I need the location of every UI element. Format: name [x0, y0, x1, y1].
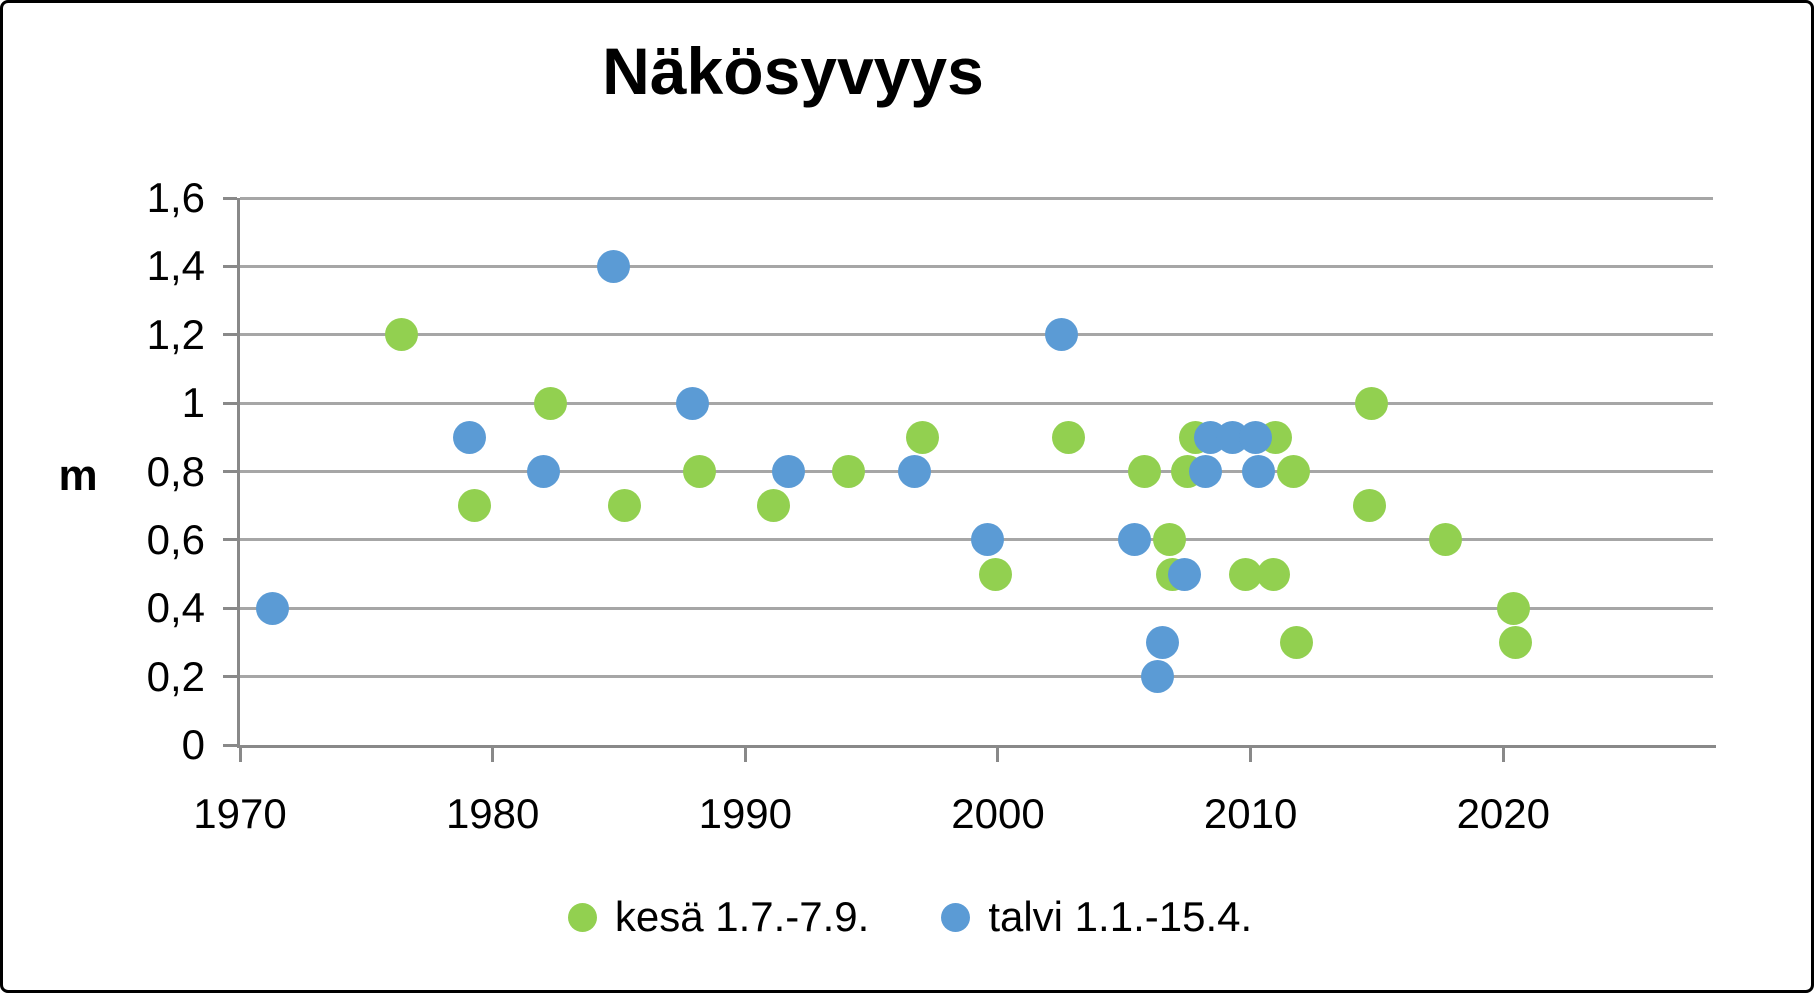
data-point [1188, 455, 1222, 488]
gridline [240, 675, 1713, 679]
y-tick-label: 0,6 [146, 515, 205, 563]
data-point [832, 455, 866, 488]
x-tick [1249, 748, 1253, 762]
data-point [978, 557, 1012, 591]
legend-marker-icon [941, 902, 971, 932]
x-tick-label: 1970 [193, 790, 287, 837]
data-point [1279, 625, 1313, 659]
chart-title: Näkösyvyys [602, 34, 984, 108]
x-axis-line [237, 745, 1716, 748]
x-tick-label: 1990 [698, 790, 793, 837]
y-tick-label: 1,6 [146, 174, 205, 221]
y-tick [223, 470, 237, 473]
data-point [675, 386, 709, 420]
data-point [385, 318, 419, 352]
x-tick-label: 2020 [1456, 790, 1550, 837]
data-point [1256, 557, 1290, 591]
y-tick-label: 0,8 [146, 447, 205, 495]
data-point [1499, 625, 1533, 659]
y-tick-label: 0,2 [146, 652, 205, 700]
y-tick [223, 401, 237, 405]
y-tick [223, 538, 237, 542]
data-point [1140, 660, 1174, 694]
plot-area: 0 0,2 0,4 0,6 0,8 1 1,2 1,4 1,6 1970 1980 1990 2000 2… [147, 174, 1716, 837]
y-axis-line [237, 198, 240, 748]
x-tick-label: 2010 [1203, 790, 1298, 837]
data-point [1355, 386, 1389, 420]
data-point [1277, 455, 1311, 488]
data-point [756, 489, 790, 523]
data-point [458, 489, 492, 523]
data-point [771, 455, 805, 488]
x-tick-label: 1980 [445, 790, 540, 837]
x-tick [996, 748, 1000, 762]
y-tick-label: 0 [181, 721, 205, 768]
y-axis-label: m [58, 451, 98, 500]
data-point [1117, 523, 1151, 557]
y-tick [223, 675, 237, 679]
data-point [256, 591, 290, 625]
legend: kesä 1.7.-7.9. talvi 1.1.-15.4. [3, 893, 1811, 941]
data-point [1229, 557, 1263, 591]
x-tick-label: 2000 [951, 790, 1045, 837]
data-point [1241, 455, 1275, 488]
x-tick [743, 748, 747, 762]
y-tick [223, 606, 237, 610]
y-tick-label: 1,2 [146, 310, 205, 358]
gridline [240, 401, 1713, 405]
y-tick-label: 1 [181, 379, 205, 427]
data-point [683, 455, 717, 488]
data-point [898, 455, 932, 488]
x-tick [1501, 748, 1505, 762]
data-point [1496, 591, 1530, 625]
legend-label: talvi 1.1.-15.4. [988, 893, 1253, 940]
data-point [1044, 318, 1078, 352]
gridline [240, 196, 1713, 200]
y-tick [223, 196, 237, 200]
y-tick [223, 333, 237, 337]
data-point [526, 455, 560, 488]
legend-marker-icon [567, 902, 597, 932]
data-point [607, 489, 641, 523]
data-point [971, 523, 1005, 557]
y-tick [223, 264, 237, 268]
legend-label: kesä 1.7.-7.9. [614, 893, 870, 940]
x-tick [491, 748, 495, 762]
data-point [1428, 523, 1462, 557]
data-point [1128, 455, 1162, 488]
data-point [1052, 420, 1086, 454]
data-point [1239, 420, 1273, 454]
y-tick [223, 743, 237, 747]
y-tick-label: 0,4 [146, 584, 205, 632]
legend-item: kesä 1.7.-7.9. [567, 893, 870, 941]
data-point [905, 420, 939, 454]
gridline [240, 333, 1713, 337]
data-point [453, 420, 487, 454]
gridline [240, 606, 1713, 610]
data-point [534, 386, 568, 420]
data-point [1168, 557, 1202, 591]
data-point [597, 249, 631, 283]
x-tick [238, 748, 242, 762]
legend-item: talvi 1.1.-15.4. [941, 893, 1252, 941]
data-point [1153, 523, 1187, 557]
data-point [1352, 489, 1386, 523]
gridline [240, 470, 1713, 473]
y-tick-label: 1,4 [146, 242, 205, 290]
data-point [1145, 625, 1179, 659]
gridline [240, 264, 1713, 268]
